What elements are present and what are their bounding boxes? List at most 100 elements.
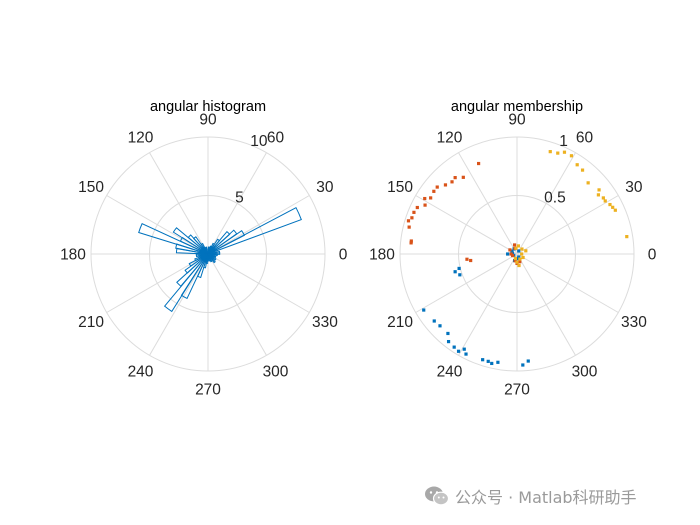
histogram-bar [172, 227, 209, 255]
scatter-point [513, 256, 517, 260]
polar-grid [399, 136, 635, 372]
scatter-point [446, 331, 450, 336]
scatter-point [625, 235, 629, 239]
polar-grid [90, 136, 326, 372]
polar-tick-labels: 0 30 60 90 120 150 180 210 240 270 300 330 0.5 1 [369, 112, 657, 399]
theta-tick-label: 120 [437, 130, 463, 147]
r-tick-label: 5 [235, 189, 244, 206]
histogram-bar [175, 243, 209, 255]
theta-tick-label: 0 [648, 247, 657, 264]
scatter-point [465, 257, 469, 261]
histogram-bar [207, 253, 211, 262]
scatter-point [506, 252, 510, 256]
histogram-bar [205, 253, 209, 264]
histogram-bar [197, 253, 209, 279]
polar-tick-labels: 0 30 60 90 120 150 180 210 240 270 300 330 5 10 [60, 112, 348, 399]
scatter-point [524, 249, 528, 253]
theta-tick-label: 150 [387, 179, 413, 196]
scatter-point [601, 196, 605, 200]
theta-tick-label: 180 [369, 247, 395, 264]
theta-tick-label: 240 [128, 363, 154, 380]
theta-tick-label: 240 [437, 363, 463, 380]
scatter-point [409, 239, 413, 243]
theta-tick-label: 270 [504, 382, 530, 399]
scatter-point [526, 359, 530, 363]
scatter-point [518, 260, 522, 264]
scatter-point [613, 208, 617, 212]
scatter-point [453, 270, 457, 274]
scatter-point [486, 359, 490, 363]
scatter-point [453, 176, 457, 180]
scatter-point [597, 188, 601, 192]
theta-tick-label: 120 [128, 130, 154, 147]
theta-tick-label: 210 [78, 314, 104, 331]
scatter-point [457, 266, 461, 271]
scatter-point [608, 202, 612, 207]
histogram-bar [207, 250, 221, 255]
scatter-point [438, 324, 442, 328]
theta-tick-label: 150 [78, 179, 104, 196]
scatter-point [458, 273, 462, 277]
scatter-point [548, 150, 552, 154]
histogram-bar [207, 230, 231, 255]
histogram-bar [207, 242, 216, 255]
scatter-point [432, 189, 436, 193]
scatter-point [415, 205, 419, 210]
histogram-bar [207, 207, 302, 255]
scatter-point [477, 161, 481, 166]
theta-tick-label: 30 [625, 179, 643, 196]
histogram-bar [207, 253, 213, 263]
scatter-point [446, 339, 451, 344]
histogram-bar [138, 222, 209, 255]
r-tick-label: 1 [559, 133, 568, 150]
scatter-point [406, 219, 411, 223]
histogram-bar [195, 253, 209, 258]
scatter-point [521, 363, 525, 367]
histogram-bar [207, 238, 221, 255]
scatter-point [596, 193, 600, 197]
scatter-point [407, 225, 411, 229]
scatter-point [569, 154, 574, 158]
histogram-bar [163, 253, 209, 313]
theta-tick-label: 180 [60, 247, 86, 264]
theta-tick-label: 0 [339, 247, 348, 264]
theta-tick-label: 210 [387, 314, 413, 331]
scatter-point [469, 258, 473, 263]
theta-tick-label: 90 [508, 112, 526, 129]
scatter-point [515, 260, 519, 264]
histogram-bar [207, 253, 218, 257]
scatter-point [432, 319, 436, 323]
chart-title: angular membership [451, 99, 583, 115]
scatter-point [521, 255, 525, 260]
scatter-point [508, 248, 512, 252]
histogram-bar [180, 253, 209, 300]
scatter-point [456, 349, 461, 353]
scatter-point [520, 252, 524, 256]
theta-tick-label: 300 [263, 363, 289, 380]
scatter-point [603, 199, 607, 203]
histogram-bar [207, 246, 210, 255]
scatter-point [575, 163, 579, 167]
histogram-bar [207, 229, 238, 255]
r-grid-circle [90, 136, 326, 372]
histogram-bars [138, 207, 302, 313]
watermark: 公众号 · Matlab科研助手 [424, 484, 637, 508]
scatter-point [518, 257, 522, 261]
theta-tick-label: 30 [316, 179, 334, 196]
scatter-point [580, 168, 585, 172]
scatter-point [517, 255, 521, 259]
scatter-point [429, 196, 433, 200]
scatter-point [520, 247, 524, 251]
histogram-bar [204, 246, 209, 255]
histogram-bar [207, 253, 216, 264]
histogram-bar [207, 229, 246, 255]
scatter-point [611, 205, 615, 209]
histogram-bar [207, 253, 217, 259]
scatter-point [452, 345, 456, 349]
histogram-bar [203, 253, 209, 269]
scatter-point [513, 259, 517, 263]
scatter-point [556, 151, 560, 155]
scatter-point [450, 180, 454, 184]
scatter-point [464, 352, 468, 356]
